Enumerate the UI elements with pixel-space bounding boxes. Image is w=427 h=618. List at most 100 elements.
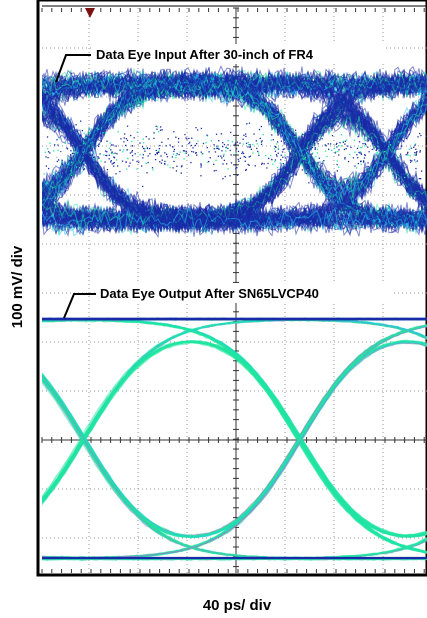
noise-dot xyxy=(106,169,109,171)
noise-dot xyxy=(100,160,102,162)
noise-dot xyxy=(45,156,47,158)
noise-dot xyxy=(293,160,295,162)
noise-dot xyxy=(294,129,297,131)
noise-dot xyxy=(270,139,272,141)
noise-dot xyxy=(213,170,215,172)
noise-dot xyxy=(110,152,113,155)
noise-dot xyxy=(191,150,193,153)
noise-dot xyxy=(200,127,202,130)
noise-dot xyxy=(160,162,163,164)
noise-dot xyxy=(371,134,373,137)
noise-dot xyxy=(275,143,278,145)
noise-dot xyxy=(420,134,422,137)
noise-dot xyxy=(306,167,309,169)
noise-dot xyxy=(43,173,45,175)
noise-dot xyxy=(254,165,256,167)
noise-dot xyxy=(311,165,313,168)
noise-dot xyxy=(54,144,56,146)
noise-dot xyxy=(229,149,231,152)
noise-dot xyxy=(271,134,273,136)
noise-dot xyxy=(164,152,166,154)
noise-dot xyxy=(335,151,337,153)
noise-dot xyxy=(216,145,218,147)
noise-dot xyxy=(183,158,185,160)
noise-dot xyxy=(347,160,350,163)
noise-dot xyxy=(304,157,307,159)
input-eye-speckle xyxy=(43,120,427,195)
noise-dot xyxy=(210,140,212,142)
noise-dot xyxy=(388,145,390,148)
noise-dot xyxy=(413,146,415,148)
noise-dot xyxy=(410,147,412,149)
noise-dot xyxy=(207,161,209,163)
noise-dot xyxy=(157,151,159,153)
noise-dot xyxy=(172,167,174,169)
noise-dot xyxy=(124,133,126,135)
noise-dot xyxy=(82,162,85,164)
noise-dot xyxy=(252,143,254,146)
noise-dot xyxy=(176,153,178,155)
noise-dot xyxy=(260,143,263,145)
noise-dot xyxy=(399,153,402,155)
noise-dot xyxy=(98,143,100,145)
noise-dot xyxy=(108,154,110,156)
annotation-bg-input xyxy=(94,44,384,64)
noise-dot xyxy=(56,160,58,163)
noise-dot xyxy=(368,151,370,153)
noise-dot xyxy=(98,157,100,159)
noise-dot xyxy=(47,157,49,159)
noise-dot xyxy=(404,176,406,179)
noise-dot xyxy=(301,169,303,171)
noise-dot xyxy=(354,165,356,167)
noise-dot xyxy=(376,148,378,150)
noise-dot xyxy=(315,155,317,158)
noise-dot xyxy=(166,156,169,158)
noise-dot xyxy=(261,163,263,165)
noise-dot xyxy=(141,165,143,167)
noise-dot xyxy=(139,153,141,156)
noise-dot xyxy=(175,157,177,159)
noise-dot xyxy=(236,148,238,150)
noise-dot xyxy=(169,167,171,169)
noise-dot xyxy=(196,154,198,156)
noise-dot xyxy=(87,143,90,145)
noise-dot xyxy=(44,151,46,153)
noise-dot xyxy=(242,152,245,155)
noise-dot xyxy=(195,152,197,154)
noise-dot xyxy=(164,160,166,163)
noise-dot xyxy=(146,147,148,149)
noise-dot xyxy=(346,139,348,141)
noise-dot xyxy=(71,161,73,163)
noise-dot xyxy=(94,174,96,177)
noise-dot xyxy=(57,144,59,146)
noise-dot xyxy=(106,140,108,142)
noise-dot xyxy=(270,155,272,157)
noise-dot xyxy=(310,143,312,145)
noise-dot xyxy=(293,160,295,163)
noise-dot xyxy=(350,146,352,149)
noise-dot xyxy=(91,154,94,156)
noise-dot xyxy=(46,136,49,138)
noise-dot xyxy=(311,146,313,149)
noise-dot xyxy=(138,161,140,163)
noise-dot xyxy=(284,157,286,159)
noise-dot xyxy=(399,165,401,168)
noise-dot xyxy=(218,148,220,150)
noise-dot xyxy=(312,152,314,154)
noise-dot xyxy=(411,160,413,162)
noise-dot xyxy=(70,154,72,156)
noise-dot xyxy=(78,139,80,141)
noise-dot xyxy=(56,139,58,141)
noise-dot xyxy=(383,161,386,163)
annotation-input-eye: Data Eye Input After 30-inch of FR4 xyxy=(55,44,384,83)
noise-dot xyxy=(144,150,146,152)
noise-dot xyxy=(214,151,217,153)
trace-waveform xyxy=(42,340,427,538)
noise-dot xyxy=(149,147,151,150)
noise-dot xyxy=(220,133,222,135)
noise-dot xyxy=(265,154,267,157)
noise-dot xyxy=(59,137,61,140)
noise-dot xyxy=(237,158,239,161)
noise-dot xyxy=(248,144,250,146)
noise-dot xyxy=(373,140,375,142)
